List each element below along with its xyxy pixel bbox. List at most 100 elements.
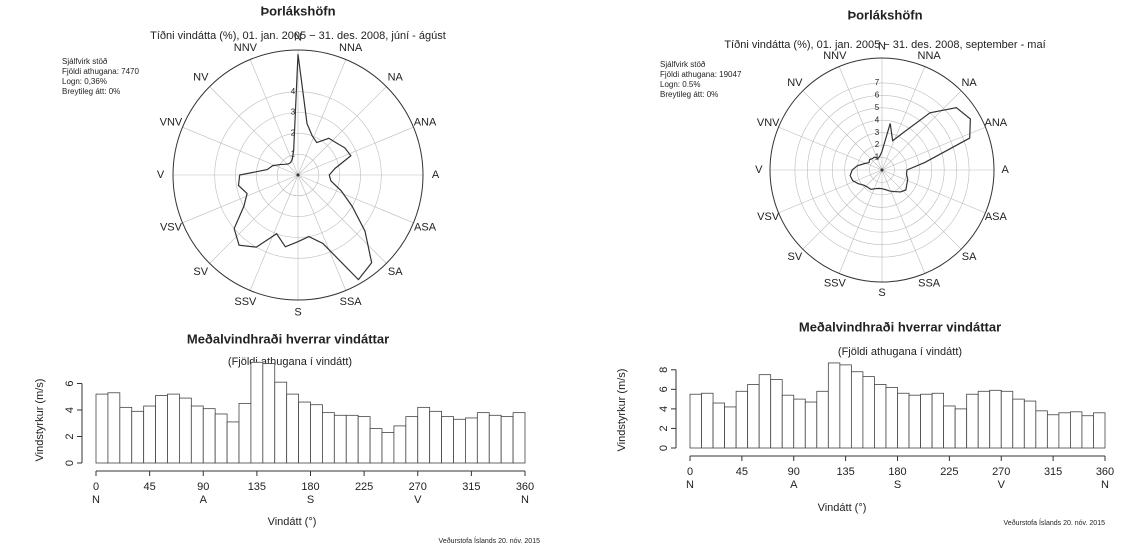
compass-label: A [790,479,798,491]
bar [943,405,956,449]
station-note: Logn: 0.5% [660,80,700,89]
bar [1035,410,1048,449]
direction-label: NV [193,72,209,84]
bar [167,393,180,464]
bar [250,361,264,464]
compass-label: N [521,494,529,506]
y-tick-label: 0 [658,445,670,451]
bar [310,404,323,464]
bar [839,364,852,449]
x-tick-label: 135 [836,466,854,478]
bar [747,384,760,449]
bar [977,390,991,449]
direction-label: VSV [757,211,780,223]
direction-label: V [157,169,165,181]
spoke [881,169,926,274]
bar [333,414,347,464]
direction-label: NA [961,77,977,89]
direction-label: SA [962,251,977,263]
r-tick-label: 3 [291,108,296,117]
station-note: Breytileg átt: 0% [62,87,120,96]
bar [262,363,276,464]
direction-label: ASA [985,211,1008,223]
direction-label: NNA [918,50,942,62]
bar [369,428,383,464]
direction-label: SV [788,251,803,263]
spoke [881,169,962,250]
bar [226,421,240,464]
bar [1058,412,1071,449]
ring [214,91,382,259]
y-tick-label: 2 [64,433,76,439]
direction-label: NA [388,72,404,84]
x-tick-label: 270 [409,481,427,493]
bar [758,374,772,449]
compass-label: N [1101,479,1109,491]
bar [322,412,335,464]
outer-ring [172,49,424,301]
compass-label: V [998,479,1006,491]
x-tick-label: 90 [788,466,800,478]
bar [1000,390,1014,449]
direction-label: NV [787,77,803,89]
station-note: Breytileg átt: 0% [660,90,718,99]
ring [869,157,895,183]
chart-title: Þorlákshöfn [260,3,335,18]
bar [689,393,702,449]
x-tick-label: 360 [516,481,534,493]
bar [735,390,749,449]
bar [453,418,466,464]
direction-label: NNA [339,42,363,54]
bar [131,410,145,464]
chart-subtitle: (Fjöldi athugana í vindátt) [228,356,352,368]
bar [989,389,1002,449]
bar [908,394,921,449]
bar [417,406,431,464]
x-tick-label: 315 [1044,466,1062,478]
x-tick-label: 0 [687,466,693,478]
direction-label: NNV [823,50,847,62]
station-note: Fjöldi athugana: 19047 [660,70,742,79]
station-note: Fjöldi athugana: 7470 [62,67,140,76]
y-tick-label: 4 [658,406,670,412]
bar [850,371,864,449]
chart-title: Meðalvindhraði hverrar vindáttar [187,331,389,346]
direction-label: S [878,287,885,299]
direction-label: SSA [340,296,363,308]
x-tick-label: 0 [93,481,99,493]
direction-label: SSA [918,278,941,290]
direction-label: SSV [824,278,847,290]
spoke [778,126,883,171]
direction-label: VSV [160,222,183,234]
spoke [802,169,883,250]
y-tick-label: 8 [658,367,670,373]
bar [476,412,490,464]
station-note: Logn: 0,36% [62,77,107,86]
bar [897,392,910,449]
r-tick-label: 6 [875,90,880,99]
direction-label: V [755,164,763,176]
direction-label: SSV [234,296,257,308]
bar [357,416,371,464]
x-tick-label: 45 [736,466,748,478]
center [880,168,884,172]
bar [381,432,395,464]
footer: Veðurstofa Íslands 20. nóv. 2015 [1004,518,1106,527]
x-axis-label: Vindátt (°) [268,516,317,528]
spoke [778,169,883,214]
r-tick-label: 3 [875,128,880,137]
compass-label: N [92,494,100,506]
direction-label: VNV [160,116,183,128]
y-tick-label: 2 [658,425,670,431]
direction-label: SV [193,266,208,278]
ring [844,132,920,208]
bar [885,386,898,449]
bar [286,393,299,464]
ring [276,153,320,197]
direction-label: A [432,169,440,181]
bar [1081,415,1094,449]
chart-title: Þorlákshöfn [847,7,922,22]
spoke [838,66,883,171]
direction-label: ANA [414,116,437,128]
